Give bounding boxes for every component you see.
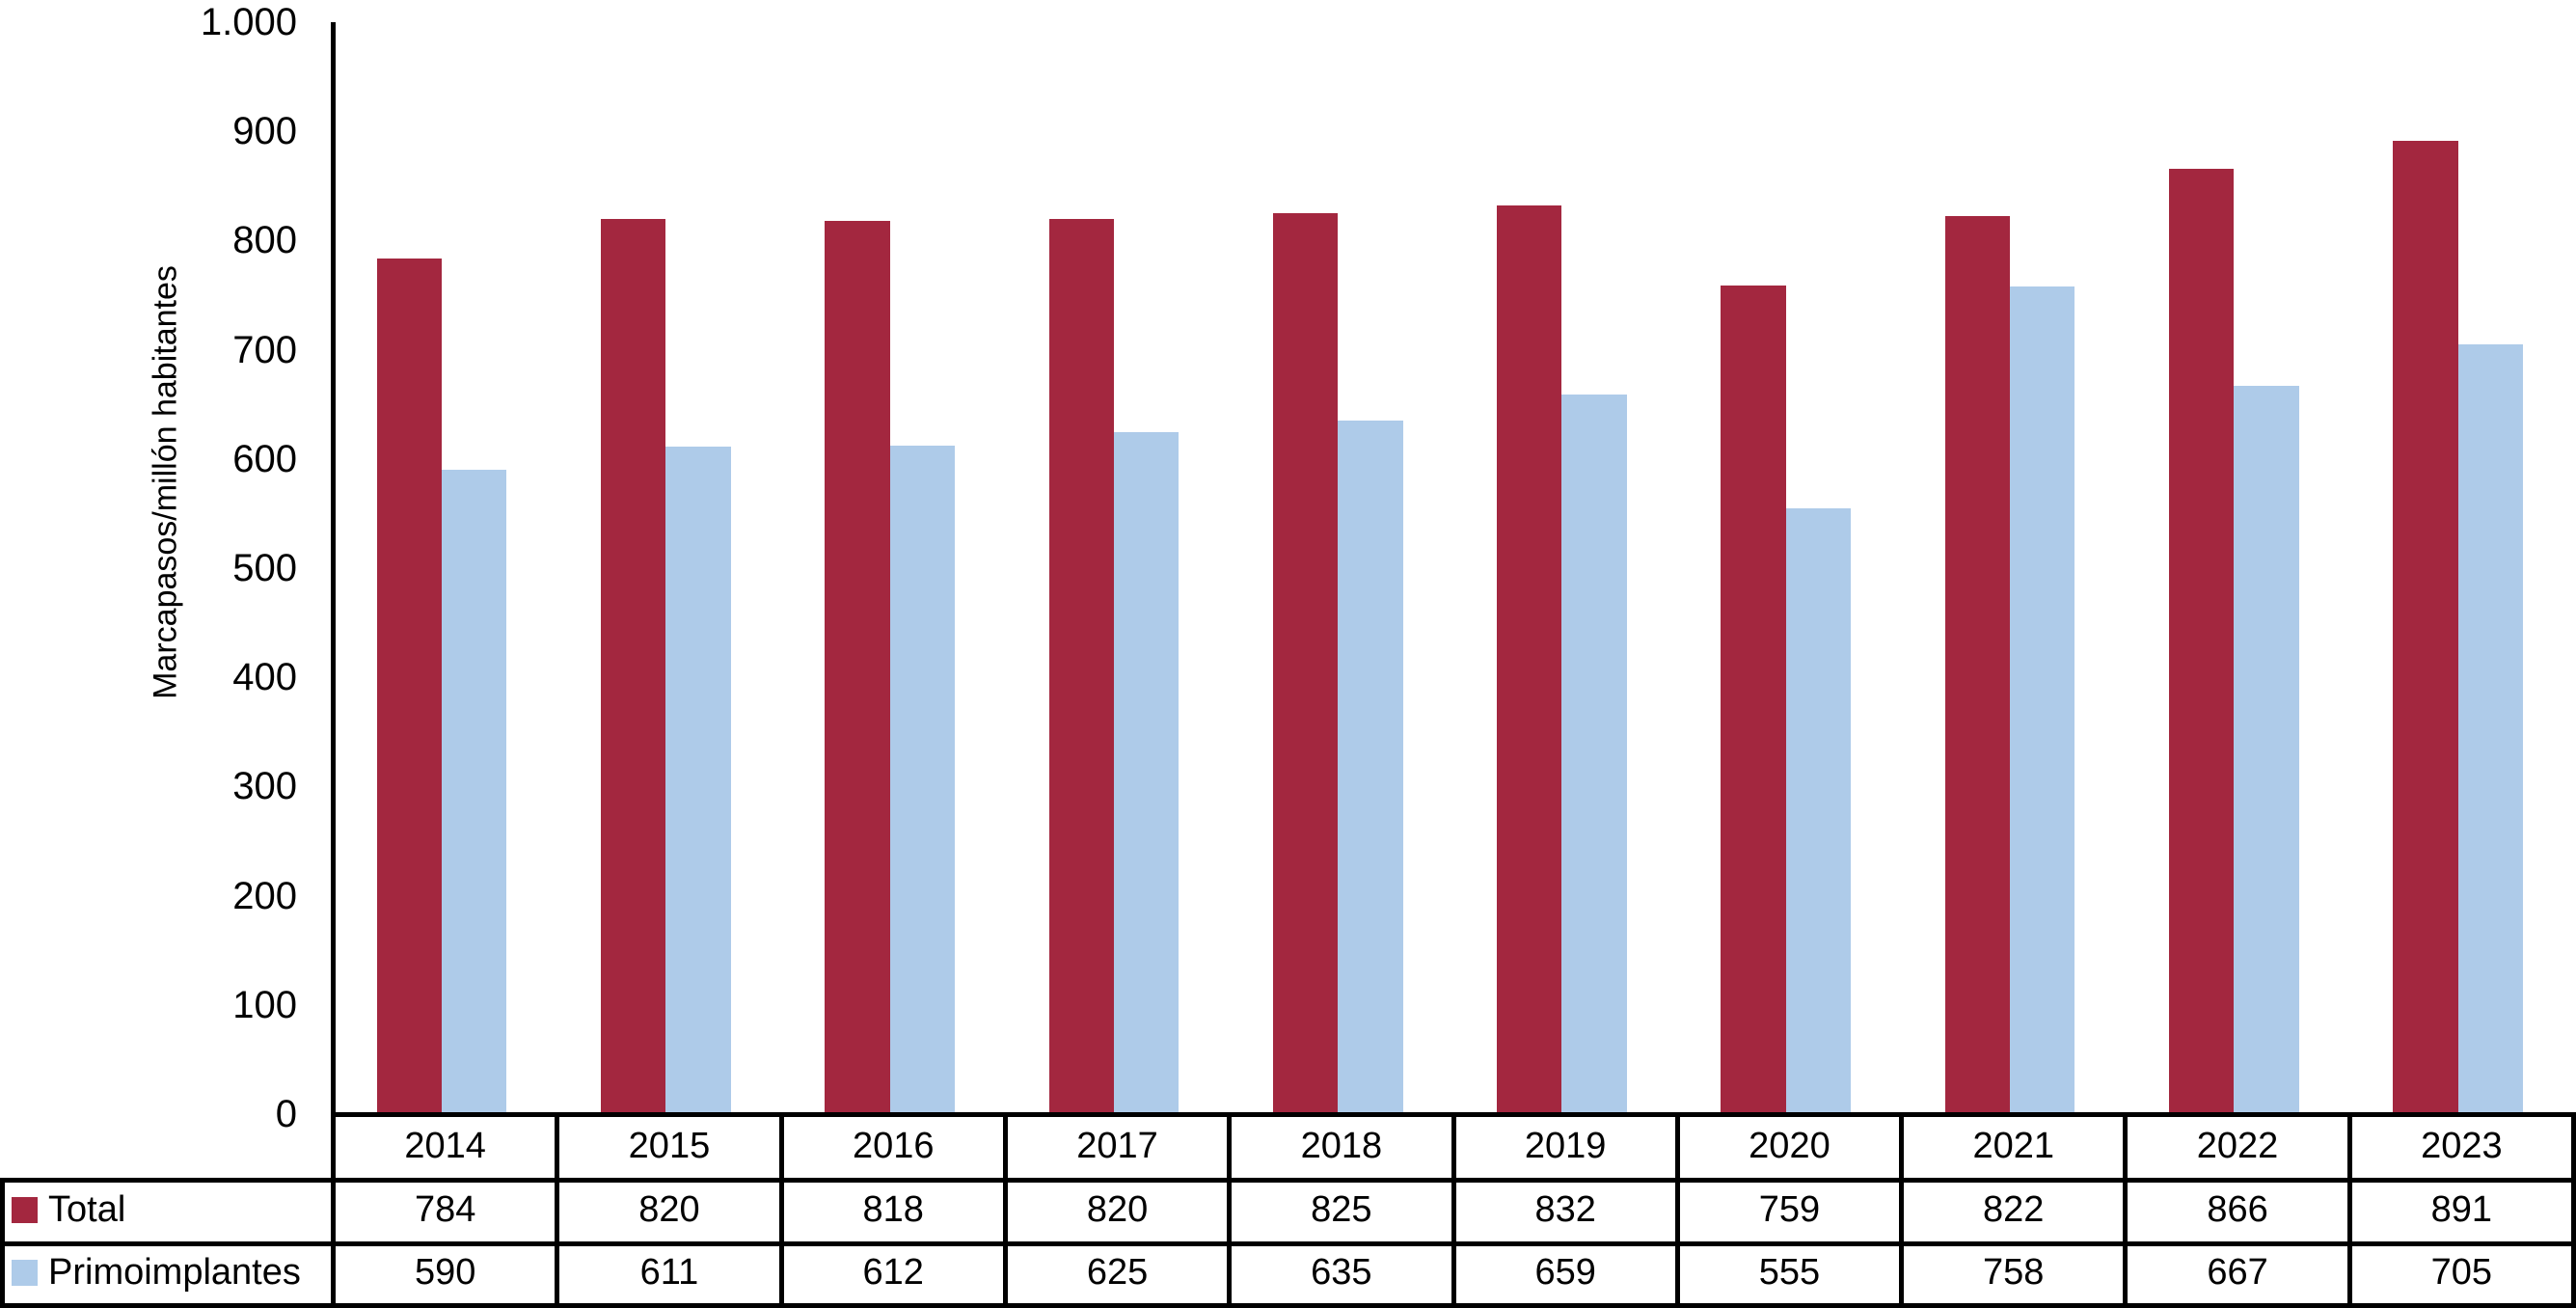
bar-total-2014 <box>376 258 442 1114</box>
y-tick-label-700: 700 <box>232 328 297 371</box>
bar-primoimplantes-2017 <box>1113 431 1180 1114</box>
table-cell-total-2019: 832 <box>1534 1189 1596 1230</box>
y-tick-label-0: 0 <box>275 1093 297 1135</box>
table-cell-primoimplantes-2023: 705 <box>2430 1252 2493 1293</box>
table-cell-total-2015: 820 <box>638 1189 700 1230</box>
table-column-border <box>778 1112 784 1308</box>
table-year-header-2023: 2023 <box>2421 1126 2503 1166</box>
table-cell-primoimplantes-2014: 590 <box>414 1252 476 1293</box>
y-tick-label-900: 900 <box>232 110 297 153</box>
table-cell-primoimplantes-2019: 659 <box>1534 1252 1596 1293</box>
series-label-total: Total <box>48 1189 126 1230</box>
table-left-border <box>0 1178 5 1308</box>
legend-row-total: Total <box>12 1191 329 1228</box>
table-cell-primoimplantes-2018: 635 <box>1311 1252 1372 1293</box>
y-tick-label-800: 800 <box>232 219 297 262</box>
table-cell-total-2014: 784 <box>414 1189 476 1230</box>
legend-row-primoimplantes: Primoimplantes <box>12 1254 329 1291</box>
table-column-border <box>2123 1112 2129 1308</box>
y-tick-label-100: 100 <box>232 983 297 1026</box>
y-tick-label-200: 200 <box>232 874 297 917</box>
bar-total-2019 <box>1497 205 1562 1114</box>
legend-swatch-primoimplantes <box>12 1259 38 1286</box>
table-row-border <box>0 1303 2576 1308</box>
table-year-header-2022: 2022 <box>2196 1126 2279 1166</box>
table-column-border <box>1899 1112 1905 1308</box>
table-cell-primoimplantes-2021: 758 <box>1983 1252 2045 1293</box>
table-row-border <box>0 1178 2576 1183</box>
bar-primoimplantes-2014 <box>441 470 507 1114</box>
table-column-border <box>555 1112 560 1308</box>
bar-total-2017 <box>1048 218 1114 1114</box>
table-year-header-2018: 2018 <box>1300 1126 1383 1166</box>
bar-primoimplantes-2015 <box>665 447 731 1114</box>
y-tick-label-400: 400 <box>232 656 297 699</box>
table-year-header-2015: 2015 <box>628 1126 711 1166</box>
table-cell-total-2016: 818 <box>862 1189 924 1230</box>
bar-total-2016 <box>825 221 890 1114</box>
table-cell-primoimplantes-2022: 667 <box>2207 1252 2268 1293</box>
y-tick-label-600: 600 <box>232 437 297 480</box>
bar-primoimplantes-2020 <box>1785 507 1852 1114</box>
y-axis-line <box>331 22 336 1119</box>
y-tick-label-500: 500 <box>232 547 297 589</box>
table-column-border <box>1674 1112 1680 1308</box>
table-cell-primoimplantes-2015: 611 <box>639 1252 699 1293</box>
table-cell-total-2021: 822 <box>1983 1189 2045 1230</box>
table-row-border <box>0 1241 2576 1246</box>
bar-primoimplantes-2022 <box>2234 385 2299 1114</box>
table-year-header-2014: 2014 <box>404 1126 486 1166</box>
table-cell-total-2017: 820 <box>1086 1189 1149 1230</box>
y-tick-label-300: 300 <box>232 765 297 808</box>
table-column-border <box>1227 1112 1233 1308</box>
bar-primoimplantes-2019 <box>1561 395 1627 1114</box>
series-label-primoimplantes: Primoimplantes <box>48 1252 301 1293</box>
table-year-header-2017: 2017 <box>1076 1126 1158 1166</box>
bar-primoimplantes-2018 <box>1338 421 1403 1114</box>
table-year-header-2020: 2020 <box>1749 1126 1830 1166</box>
table-column-border <box>331 1112 336 1308</box>
table-column-border <box>1002 1112 1008 1308</box>
table-year-header-2021: 2021 <box>1972 1126 2055 1166</box>
legend-swatch-total <box>12 1196 38 1223</box>
table-cell-total-2020: 759 <box>1758 1189 1821 1230</box>
table-cell-primoimplantes-2017: 625 <box>1086 1252 1149 1293</box>
bar-total-2022 <box>2169 168 2235 1114</box>
table-cell-primoimplantes-2016: 612 <box>862 1252 924 1293</box>
table-cell-total-2022: 866 <box>2207 1189 2268 1230</box>
table-column-border <box>2346 1112 2352 1308</box>
y-tick-label-1.000: 1.000 <box>200 1 297 43</box>
table-cell-total-2018: 825 <box>1311 1189 1372 1230</box>
table-cell-primoimplantes-2020: 555 <box>1758 1252 1821 1293</box>
table-column-border <box>1451 1112 1456 1308</box>
table-cell-total-2023: 891 <box>2430 1189 2493 1230</box>
bar-total-2023 <box>2393 141 2458 1114</box>
bar-total-2020 <box>1721 285 1786 1114</box>
bar-primoimplantes-2023 <box>2457 343 2524 1114</box>
bar-primoimplantes-2016 <box>889 446 955 1114</box>
table-column-border <box>2571 1112 2576 1308</box>
bar-primoimplantes-2021 <box>2010 286 2075 1114</box>
bar-total-2018 <box>1272 213 1339 1114</box>
bar-total-2021 <box>1944 216 2011 1114</box>
bar-total-2015 <box>600 218 666 1114</box>
table-year-header-2019: 2019 <box>1524 1126 1607 1166</box>
table-year-header-2016: 2016 <box>852 1126 935 1166</box>
